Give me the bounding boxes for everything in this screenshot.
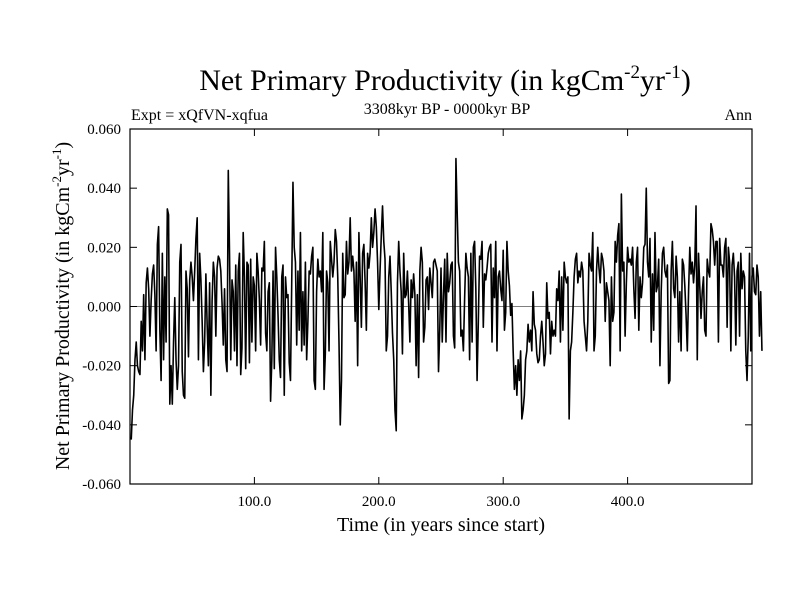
y-tick-label: -0.060: [82, 477, 121, 493]
x-axis-ticks: 100.0 200.0 300.0 400.0: [238, 129, 645, 510]
x-tick-label: 400.0: [611, 494, 645, 510]
chart-title-end: ): [681, 64, 691, 97]
y-axis-label-sup2: -1: [49, 149, 64, 160]
x-tick-label: 100.0: [238, 494, 272, 510]
y-tick-label: -0.020: [82, 359, 121, 375]
x-axis-label: Time (in years since start): [337, 514, 545, 536]
y-axis-label-mid: yr: [52, 159, 74, 176]
y-tick-label: 0.000: [87, 300, 121, 316]
chart-title-sup2: -1: [665, 62, 681, 83]
x-tick-label: 200.0: [362, 494, 396, 510]
y-axis-label-main: Net Primary Productivity (in kgCm: [52, 186, 74, 470]
subtitle-period: 3308kyr BP - 0000kyr BP: [364, 101, 531, 118]
chart-title-main: Net Primary Productivity (in kgCm: [199, 64, 624, 97]
chart-title-sup1: -2: [624, 62, 640, 83]
y-axis-ticks: -0.060 -0.040 -0.020 0.000 0.020 0.040 0.060: [82, 122, 752, 493]
subtitle-season: Ann: [724, 107, 752, 124]
y-axis-label-sup1: -2: [49, 176, 64, 187]
x-tick-label: 300.0: [486, 494, 520, 510]
subtitle-experiment: Expt = xQfVN-xqfua: [131, 107, 268, 124]
npp-series-line: [130, 157, 763, 440]
chart-title: Net Primary Productivity (in kgCm-2yr-1): [199, 62, 691, 97]
y-axis-label: Net Primary Productivity (in kgCm-2yr-1): [49, 142, 74, 470]
y-tick-label: 0.040: [87, 181, 121, 197]
y-axis-label-end: ): [52, 142, 74, 149]
y-tick-label: 0.060: [87, 122, 121, 138]
y-tick-label: -0.040: [82, 418, 121, 434]
chart-title-mid: yr: [640, 64, 665, 97]
y-tick-label: 0.020: [87, 240, 121, 256]
